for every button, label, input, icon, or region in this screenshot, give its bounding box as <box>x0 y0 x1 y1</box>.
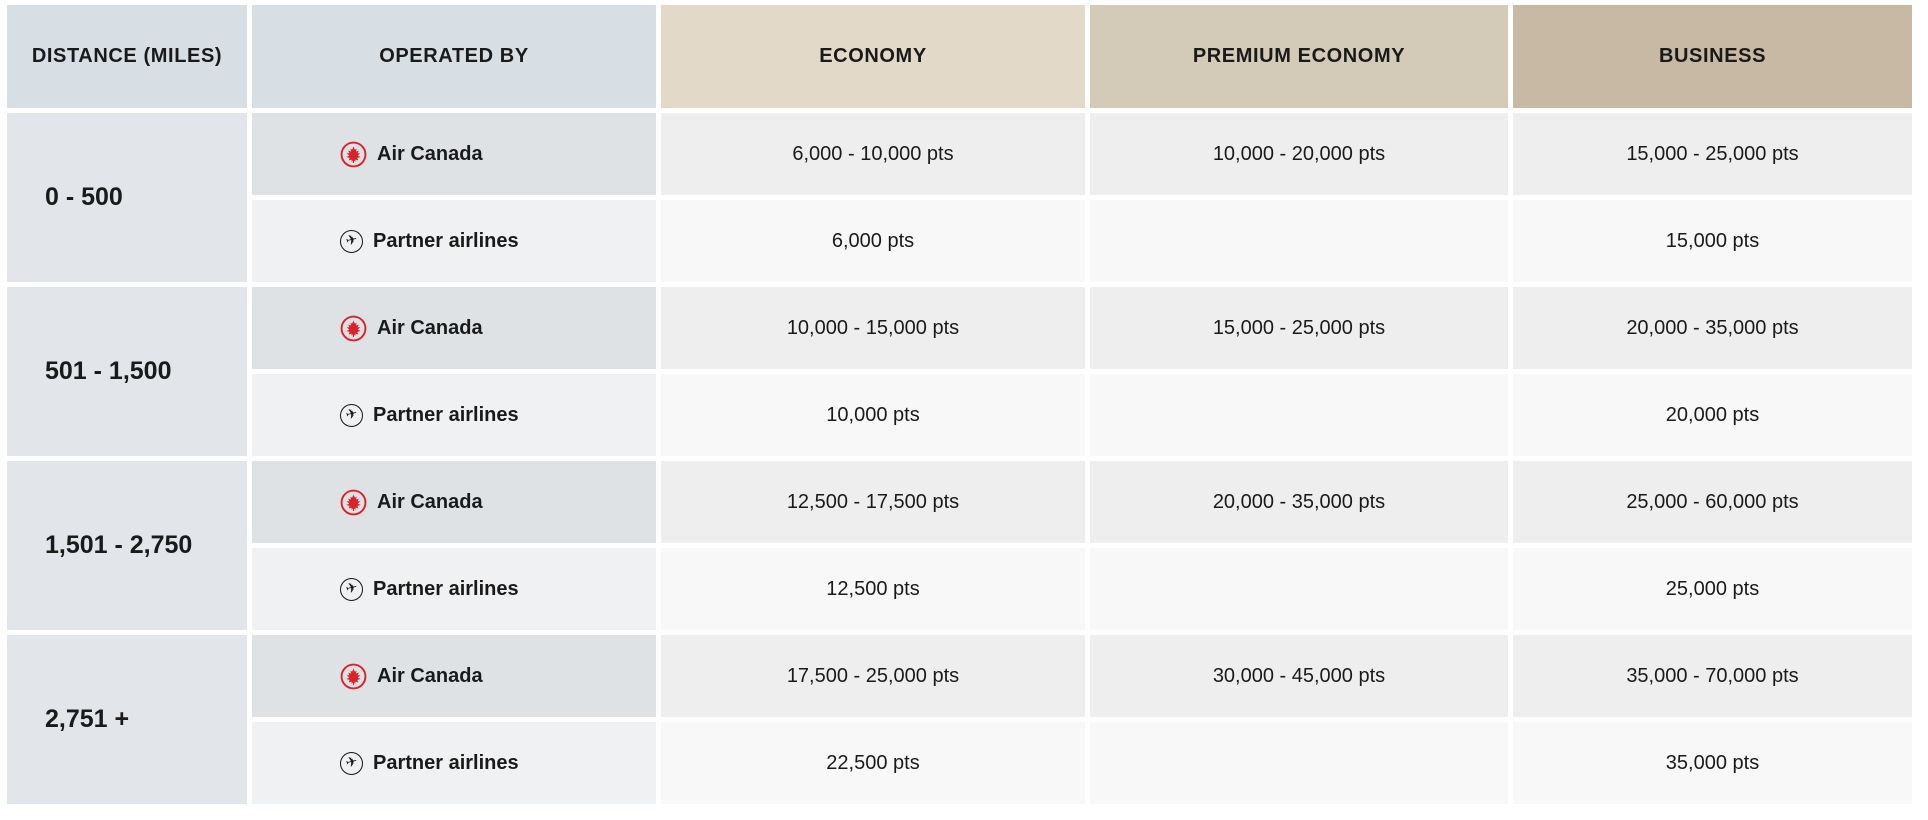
business-points-cell: 35,000 pts <box>1513 722 1912 804</box>
table-row: ✈ Partner airlines 10,000 pts 20,000 pts <box>7 374 1912 456</box>
airplane-circle-icon: ✈ <box>340 403 363 427</box>
table-row: ✈ Partner airlines 22,500 pts 35,000 pts <box>7 722 1912 804</box>
operator-label: Air Canada <box>377 664 483 687</box>
column-header-economy: ECONOMY <box>661 5 1085 108</box>
premium-economy-points-cell <box>1090 200 1508 282</box>
operator-cell-air-canada: Air Canada <box>252 113 656 195</box>
business-points-cell: 15,000 pts <box>1513 200 1912 282</box>
premium-economy-points-cell <box>1090 548 1508 630</box>
operator-cell-partner: ✈ Partner airlines <box>252 374 656 456</box>
air-canada-maple-leaf-roundel-icon <box>340 663 367 689</box>
table-row: 1,501 - 2,750 Air Canada 12,500 - 17,500… <box>7 461 1912 630</box>
operator-label: Partner airlines <box>373 751 519 774</box>
premium-economy-points-cell: 30,000 - 45,000 pts <box>1090 635 1508 717</box>
business-points-cell: 20,000 - 35,000 pts <box>1513 287 1912 369</box>
economy-points-cell: 12,500 pts <box>661 548 1085 630</box>
business-points-cell: 25,000 pts <box>1513 548 1912 630</box>
economy-points-cell: 22,500 pts <box>661 722 1085 804</box>
premium-economy-points-cell <box>1090 374 1508 456</box>
air-canada-maple-leaf-roundel-icon <box>340 141 367 167</box>
operator-label: Partner airlines <box>373 577 519 600</box>
operator-cell-air-canada: Air Canada <box>252 635 656 717</box>
column-header-operated-by: OPERATED BY <box>252 5 656 108</box>
table-row: 0 - 500 Air Canada 6,000 - 10,000 pts 10… <box>7 113 1912 282</box>
table-row: ✈ Partner airlines 6,000 pts 15,000 pts <box>7 200 1912 282</box>
economy-points-cell: 10,000 pts <box>661 374 1085 456</box>
airplane-circle-icon: ✈ <box>340 577 363 601</box>
business-points-cell: 15,000 - 25,000 pts <box>1513 113 1912 195</box>
business-points-cell: 20,000 pts <box>1513 374 1912 456</box>
table-row: ✈ Partner airlines 12,500 pts 25,000 pts <box>7 548 1912 630</box>
premium-economy-points-cell: 10,000 - 20,000 pts <box>1090 113 1508 195</box>
operator-cell-partner: ✈ Partner airlines <box>252 722 656 804</box>
premium-economy-points-cell <box>1090 722 1508 804</box>
operator-cell-partner: ✈ Partner airlines <box>252 548 656 630</box>
table-row: 2,751 + Air Canada 17,500 - 25,000 pts 3… <box>7 635 1912 804</box>
economy-points-cell: 17,500 - 25,000 pts <box>661 635 1085 717</box>
column-header-business: BUSINESS <box>1513 5 1912 108</box>
air-canada-maple-leaf-roundel-icon <box>340 489 367 515</box>
operator-label: Partner airlines <box>373 403 519 426</box>
economy-points-cell: 10,000 - 15,000 pts <box>661 287 1085 369</box>
distance-cell: 2,751 + <box>7 635 247 804</box>
distance-cell: 501 - 1,500 <box>7 287 247 456</box>
table-row: 501 - 1,500 Air Canada 10,000 - 15,000 p… <box>7 287 1912 456</box>
airplane-circle-icon: ✈ <box>340 751 363 775</box>
operator-cell-partner: ✈ Partner airlines <box>252 200 656 282</box>
business-points-cell: 35,000 - 70,000 pts <box>1513 635 1912 717</box>
distance-cell: 1,501 - 2,750 <box>7 461 247 630</box>
airplane-circle-icon: ✈ <box>340 229 363 253</box>
header-row: DISTANCE (MILES) OPERATED BY ECONOMY PRE… <box>7 5 1912 108</box>
column-header-premium-economy: PREMIUM ECONOMY <box>1090 5 1508 108</box>
air-canada-maple-leaf-roundel-icon <box>340 315 367 341</box>
economy-points-cell: 6,000 - 10,000 pts <box>661 113 1085 195</box>
operator-cell-air-canada: Air Canada <box>252 287 656 369</box>
operator-label: Partner airlines <box>373 229 519 252</box>
flight-rewards-table: DISTANCE (MILES) OPERATED BY ECONOMY PRE… <box>2 0 1917 809</box>
distance-cell: 0 - 500 <box>7 113 247 282</box>
premium-economy-points-cell: 20,000 - 35,000 pts <box>1090 461 1508 543</box>
economy-points-cell: 6,000 pts <box>661 200 1085 282</box>
operator-label: Air Canada <box>377 316 483 339</box>
economy-points-cell: 12,500 - 17,500 pts <box>661 461 1085 543</box>
operator-label: Air Canada <box>377 142 483 165</box>
premium-economy-points-cell: 15,000 - 25,000 pts <box>1090 287 1508 369</box>
operator-label: Air Canada <box>377 490 483 513</box>
business-points-cell: 25,000 - 60,000 pts <box>1513 461 1912 543</box>
operator-cell-air-canada: Air Canada <box>252 461 656 543</box>
column-header-distance: DISTANCE (MILES) <box>7 5 247 108</box>
